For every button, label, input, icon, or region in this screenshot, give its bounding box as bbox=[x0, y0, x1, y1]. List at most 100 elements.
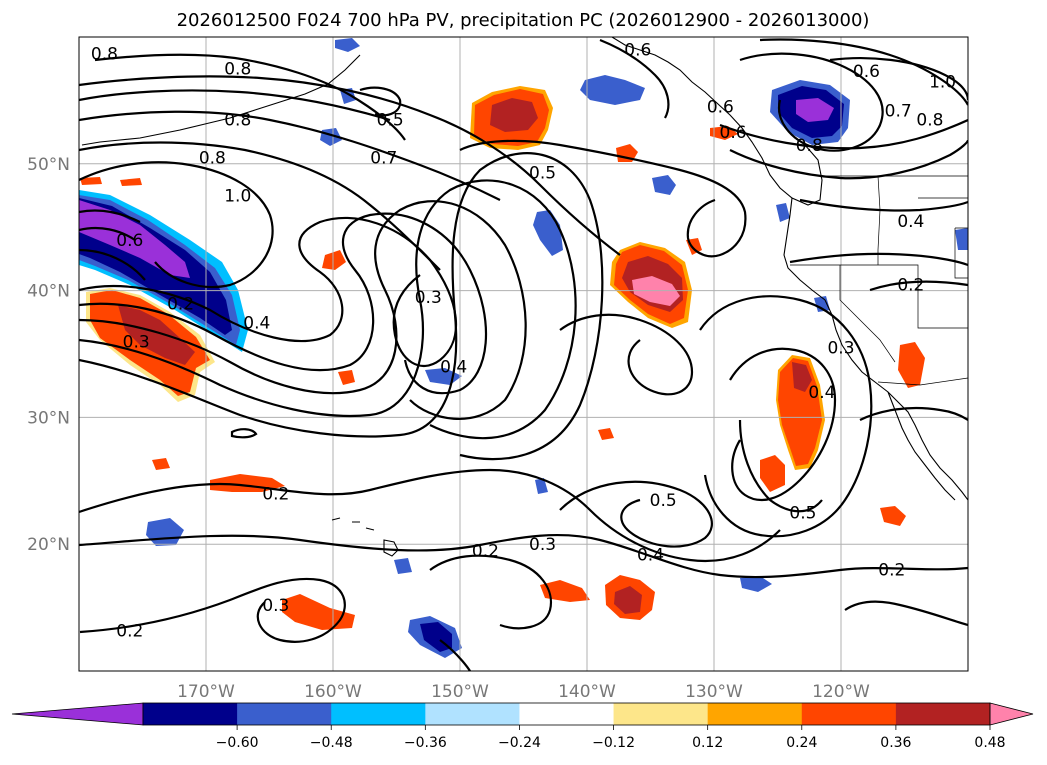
colorbar-extend-max bbox=[989, 702, 1034, 726]
map-frame bbox=[78, 36, 969, 672]
contour-label: 0.3 bbox=[529, 535, 556, 555]
contour-label: 0.8 bbox=[91, 44, 118, 64]
colorbar-tick-label: 0.12 bbox=[692, 735, 723, 751]
contour-label: 0.2 bbox=[116, 621, 143, 641]
colorbar-segment bbox=[707, 703, 803, 725]
negative-patch-11 bbox=[776, 203, 790, 222]
contour-label: 0.8 bbox=[796, 136, 823, 156]
pv-contour bbox=[759, 38, 968, 106]
colorbar-extend-min bbox=[11, 702, 144, 726]
pv-contour bbox=[79, 110, 501, 201]
lon-tick-label: 140°W bbox=[558, 682, 616, 702]
negative-patch-4 bbox=[580, 75, 645, 105]
positive-patch-15 bbox=[80, 177, 102, 185]
state-border-2 bbox=[790, 264, 968, 329]
contour-label: 0.3 bbox=[262, 596, 289, 616]
lat-tick-label: 40°N bbox=[27, 282, 70, 302]
positive-patch-13 bbox=[152, 458, 170, 470]
contour-label: 0.8 bbox=[224, 110, 251, 130]
contour-label: 0.8 bbox=[199, 148, 226, 168]
pv-contour bbox=[79, 179, 577, 440]
colorbar-tick-label: −0.24 bbox=[498, 735, 541, 751]
lat-tick-label: 30°N bbox=[27, 408, 70, 428]
positive-ca-mid bbox=[778, 358, 822, 466]
pv-contour bbox=[79, 226, 136, 241]
pv-contour bbox=[559, 480, 713, 548]
negative-patch-6 bbox=[740, 576, 772, 592]
colorbar-segment bbox=[143, 703, 238, 725]
pv-contour bbox=[799, 198, 968, 212]
contour-label: 0.3 bbox=[123, 332, 150, 352]
pv-contour bbox=[79, 152, 604, 461]
pv-contour bbox=[729, 139, 968, 180]
contour-label: 0.2 bbox=[262, 484, 289, 504]
pv-contour bbox=[739, 52, 884, 152]
mexico-border bbox=[877, 377, 968, 386]
contour-label: 0.6 bbox=[116, 231, 143, 251]
pv-contour bbox=[789, 252, 968, 267]
map-panel: 0.8 0.8 0.8 0.8 1.0 0.6 0.2 0.3 0.4 0.5 0.7 0.5 0.3 0… bbox=[78, 36, 969, 672]
pv-contour bbox=[79, 533, 968, 579]
pv-contour bbox=[719, 118, 968, 150]
pv-contour bbox=[79, 577, 346, 643]
lon-tick-label: 120°W bbox=[812, 682, 870, 702]
pv-contour bbox=[869, 280, 968, 292]
pv-contour bbox=[94, 53, 406, 141]
positive-patch-11 bbox=[338, 370, 355, 385]
pv-contour bbox=[859, 406, 968, 421]
contour-label: 0.3 bbox=[827, 339, 854, 359]
colorbar-frame bbox=[142, 702, 991, 726]
pv-contour bbox=[738, 419, 823, 513]
positive-goa-core bbox=[490, 98, 538, 132]
negative-patch-9 bbox=[335, 38, 360, 52]
pv-contour bbox=[79, 209, 141, 223]
contour-label: 0.2 bbox=[167, 294, 194, 314]
contour-label: 0.5 bbox=[529, 164, 556, 184]
pv-contour bbox=[79, 248, 146, 281]
lon-tick-label: 170°W bbox=[177, 682, 235, 702]
positive-patch-14 bbox=[598, 428, 614, 440]
contour-label: 0.5 bbox=[377, 110, 404, 130]
positive-ca-core bbox=[792, 362, 812, 392]
negative-bc-core bbox=[796, 98, 834, 122]
baja-california bbox=[887, 391, 956, 501]
pv-contour bbox=[559, 313, 694, 396]
positive-patch-6 bbox=[880, 506, 906, 526]
contour-label: 0.8 bbox=[224, 60, 251, 80]
contour-label: 0.7 bbox=[370, 148, 397, 168]
lon-tick-label: 150°W bbox=[431, 682, 489, 702]
lat-tick-label: 20°N bbox=[27, 535, 70, 555]
positive-patch-16 bbox=[120, 178, 142, 186]
colorbar-segment bbox=[613, 703, 709, 725]
pv-contour bbox=[79, 141, 441, 271]
contour-labels: 0.8 0.8 0.8 0.8 1.0 0.6 0.2 0.3 0.4 0.5 0.7 0.5 0.3 0… bbox=[91, 41, 956, 642]
colorbar-tick-label: −0.12 bbox=[592, 735, 635, 751]
contour-label: 0.4 bbox=[637, 545, 664, 565]
colorbar-tick-label: −0.48 bbox=[310, 735, 353, 751]
positive-patch-7 bbox=[898, 342, 925, 388]
contour-label: 1.0 bbox=[224, 187, 251, 207]
pv-contour bbox=[729, 347, 837, 502]
contour-label: 0.8 bbox=[916, 110, 943, 130]
state-border-4 bbox=[839, 265, 896, 363]
contour-label: 0.6 bbox=[707, 98, 734, 118]
contour-label: 0.4 bbox=[440, 358, 467, 378]
colorbar-segment bbox=[519, 703, 615, 725]
pv-contour bbox=[79, 161, 274, 289]
state-border-1 bbox=[877, 175, 881, 265]
pv-contour bbox=[429, 554, 553, 630]
colorbar: −0.60 −0.48 −0.36 −0.24 −0.12 0.12 0.24 0.36 0.4… bbox=[11, 702, 1034, 751]
contour-label: 0.6 bbox=[720, 123, 747, 143]
map-content: 0.8 0.8 0.8 0.8 1.0 0.6 0.2 0.3 0.4 0.5 0.7 0.5 0.3 0… bbox=[79, 37, 968, 671]
colorbar-segment bbox=[801, 703, 897, 725]
pv-contour bbox=[79, 468, 781, 562]
pv-contour bbox=[359, 86, 402, 117]
contour-label: 1.0 bbox=[929, 72, 956, 92]
contour-label: 0.4 bbox=[808, 383, 835, 403]
negative-patch-14 bbox=[535, 478, 548, 494]
pv-contour bbox=[79, 200, 527, 421]
colorbar-tick-label: −0.36 bbox=[404, 735, 447, 751]
colorbar-segment bbox=[237, 703, 332, 725]
hawaii-islands bbox=[331, 517, 399, 557]
